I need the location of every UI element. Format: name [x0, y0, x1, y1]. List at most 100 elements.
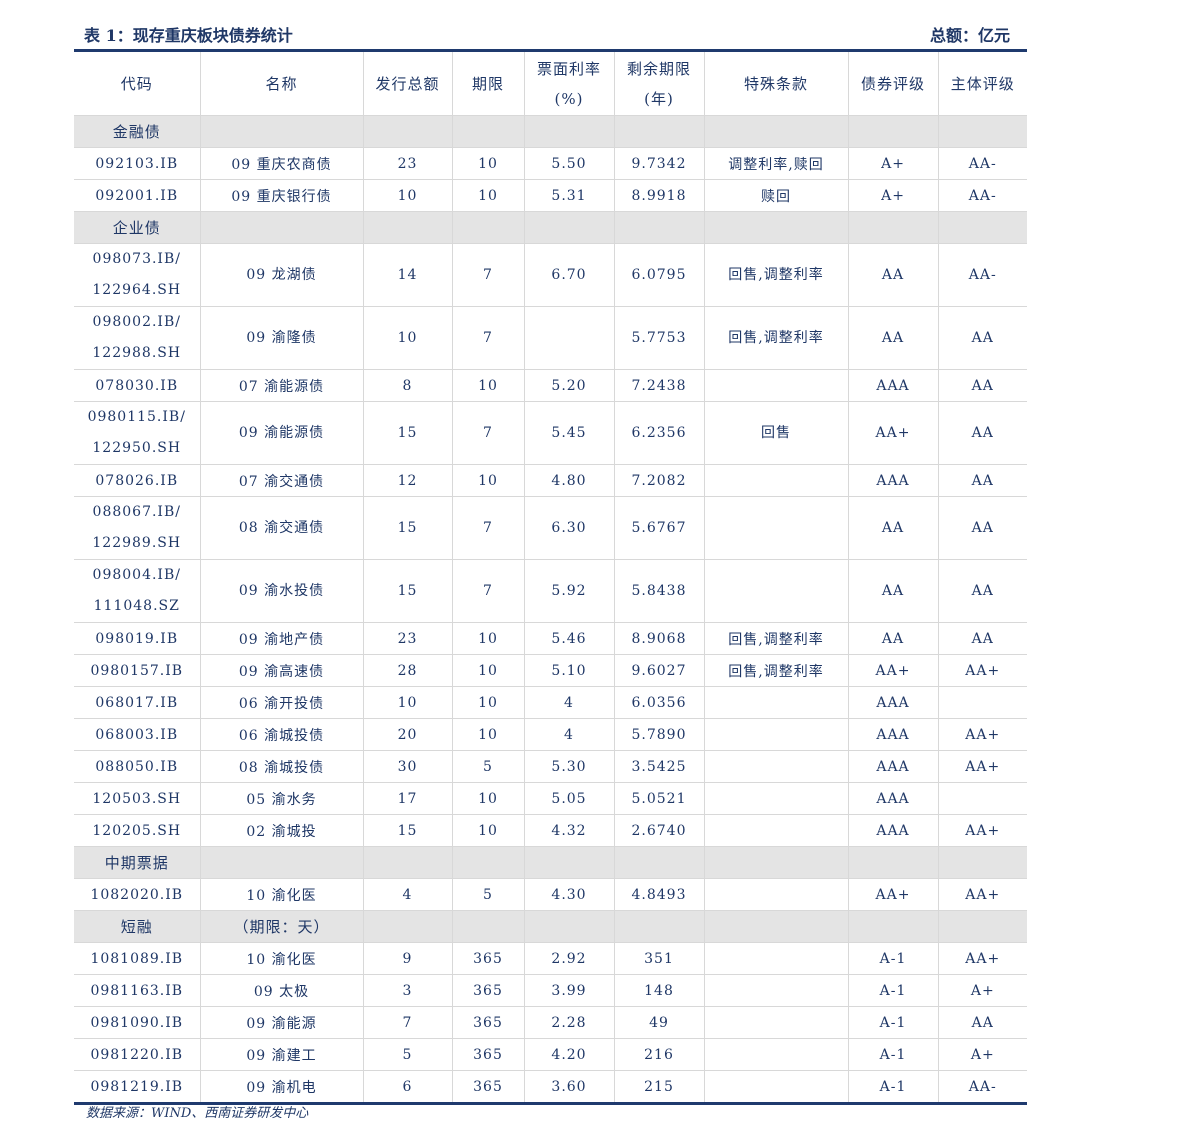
table-cell: AA+ [847, 401, 938, 465]
table-cell: AA [847, 559, 938, 623]
empty-cell [362, 846, 452, 879]
table-cell: 8.9918 [613, 179, 704, 212]
section-row: 中期票据 [74, 846, 1027, 879]
table-cell: 068003.IB [74, 718, 200, 751]
table-cell: AA [937, 306, 1027, 370]
column-header: 发行总额 [362, 50, 452, 116]
column-header: 票面利率 (%) [523, 50, 614, 116]
table-cell: 06 渝开投债 [199, 686, 363, 719]
header-row: 代码 名称 发行总额 期限 票面利率 (%) 剩余期限 (年) 特殊条款 债券评级 主体评级 [74, 50, 1027, 116]
table-cell [703, 559, 848, 623]
table-cell: 15 [362, 401, 452, 465]
table-cell: 3.99 [523, 974, 614, 1007]
table-row: 1082020.IB 10 渝化医 4 5 4.30 4.8493 AA+ AA+ [74, 878, 1027, 911]
table-cell: 10 [451, 369, 524, 402]
table-cell: 4.20 [523, 1038, 614, 1071]
table-cell: 4 [523, 718, 614, 751]
table-cell [523, 306, 614, 370]
section-note: （期限：天） [199, 910, 363, 943]
table-cell: 28 [362, 654, 452, 687]
section-note [199, 211, 363, 244]
table-cell: A-1 [847, 1038, 938, 1071]
table-cell: 2.28 [523, 1006, 614, 1039]
table-cell: 6.2356 [613, 401, 704, 465]
table-row: 0981090.IB 09 渝能源 7 365 2.28 49 A-1 AA [74, 1006, 1027, 1039]
section-label: 中期票据 [74, 846, 200, 879]
table-cell: 23 [362, 147, 452, 180]
table-cell: AAA [847, 750, 938, 783]
table-cell: AA- [937, 243, 1027, 307]
table-cell: 5.05 [523, 782, 614, 815]
empty-cell [523, 115, 614, 148]
table-cell: 092001.IB [74, 179, 200, 212]
section-note [199, 115, 363, 148]
section-note [199, 846, 363, 879]
empty-cell [523, 910, 614, 943]
table-cell: AA [937, 464, 1027, 497]
section-label: 企业债 [74, 211, 200, 244]
table-cell: 3.60 [523, 1070, 614, 1104]
table-cell: 10 渝化医 [199, 878, 363, 911]
table-cell: 4.32 [523, 814, 614, 847]
table-cell: 回售,调整利率 [703, 306, 848, 370]
table-cell: 7.2438 [613, 369, 704, 402]
table-row: 068017.IB 06 渝开投债 10 10 4 6.0356 AAA [74, 686, 1027, 719]
table-cell: 0981163.IB [74, 974, 200, 1007]
table-row: 088067.IB/122989.SH 08 渝交通债 15 7 6.30 5.6767 A… [74, 496, 1027, 560]
table-cell: 098004.IB/111048.SZ [74, 559, 200, 623]
table-cell: 5 [451, 750, 524, 783]
table-row: 078026.IB 07 渝交通债 12 10 4.80 7.2082 AAA AA [74, 464, 1027, 497]
table-cell: 5 [362, 1038, 452, 1071]
table-cell: 09 重庆银行债 [199, 179, 363, 212]
table-cell: 0981090.IB [74, 1006, 200, 1039]
table-cell: 3 [362, 974, 452, 1007]
table-cell: 02 渝城投 [199, 814, 363, 847]
table-cell: 088050.IB [74, 750, 200, 783]
unit-label: 总额：亿元 [930, 26, 1011, 45]
table-cell: AA+ [937, 654, 1027, 687]
table-cell: 08 渝城投债 [199, 750, 363, 783]
table-cell: AA [937, 401, 1027, 465]
table-cell: AAA [847, 782, 938, 815]
table-cell: 10 [451, 179, 524, 212]
table-cell [703, 782, 848, 815]
table-cell: A-1 [847, 974, 938, 1007]
table-cell: 09 渝高速债 [199, 654, 363, 687]
table-cell: 5 [451, 878, 524, 911]
empty-cell [937, 910, 1027, 943]
table-cell: 8 [362, 369, 452, 402]
table-cell [703, 974, 848, 1007]
table-cell [703, 878, 848, 911]
table-cell: AA+ [847, 654, 938, 687]
table-cell: 6.70 [523, 243, 614, 307]
column-header: 剩余期限 (年) [613, 50, 704, 116]
table-cell: 5.7753 [613, 306, 704, 370]
table-cell: 120503.SH [74, 782, 200, 815]
table-cell: AA [847, 306, 938, 370]
table-cell: 9 [362, 942, 452, 975]
table-cell: 2.6740 [613, 814, 704, 847]
table-cell: 10 [451, 814, 524, 847]
table-cell: 10 [451, 622, 524, 655]
table-row: 0981219.IB 09 渝机电 6 365 3.60 215 A-1 AA- [74, 1070, 1027, 1104]
table-cell: AA+ [937, 814, 1027, 847]
column-header: 特殊条款 [703, 50, 848, 116]
empty-cell [613, 211, 704, 244]
table-row: 068003.IB 06 渝城投债 20 10 4 5.7890 AAA AA+ [74, 718, 1027, 751]
table-cell: 098073.IB/122964.SH [74, 243, 200, 307]
table-cell: 068017.IB [74, 686, 200, 719]
table-cell: 7 [451, 306, 524, 370]
table-cell: 15 [362, 496, 452, 560]
table-cell: A+ [937, 1038, 1027, 1071]
table-cell: A+ [847, 147, 938, 180]
table-row: 092001.IB 09 重庆银行债 10 10 5.31 8.9918 赎回 A+ AA- [74, 179, 1027, 212]
table-cell: 7 [451, 243, 524, 307]
table-cell [703, 464, 848, 497]
empty-cell [847, 846, 938, 879]
table-cell: 10 [451, 718, 524, 751]
table-cell [703, 1070, 848, 1104]
table-cell: 09 渝能源 [199, 1006, 363, 1039]
table-row: 0980157.IB 09 渝高速债 28 10 5.10 9.6027 回售,调整利率 AA… [74, 654, 1027, 687]
table-cell: 赎回 [703, 179, 848, 212]
table-cell: 092103.IB [74, 147, 200, 180]
